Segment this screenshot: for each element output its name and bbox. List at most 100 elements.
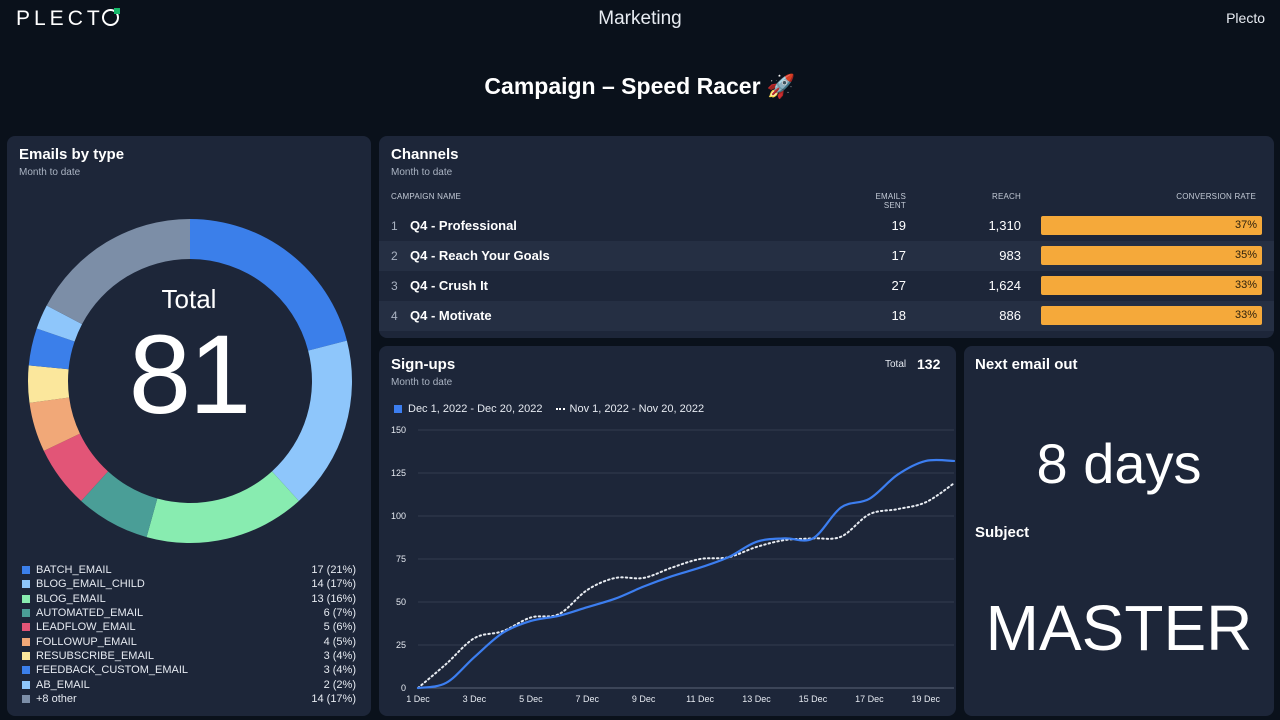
series-line-current-period[interactable] [416, 458, 956, 690]
x-tick-label: 5 Dec [519, 694, 543, 704]
legend-label: +8 other [36, 692, 77, 705]
legend-swatch-current [394, 405, 402, 413]
legend-swatch [22, 566, 30, 575]
donut-slice-resubscribe-email[interactable] [27, 365, 70, 403]
conversion-rate-value: 35% [1234, 249, 1257, 261]
column-header-campaign[interactable]: CAMPAIGN NAME [391, 192, 462, 201]
next-email-value: 8 days [1036, 432, 1202, 495]
legend-previous-period[interactable]: Nov 1, 2022 - Nov 20, 2022 [569, 403, 705, 415]
emails-donut-chart [27, 219, 352, 543]
column-header-reach[interactable]: REACH [991, 192, 1021, 201]
subject-value: MASTER [985, 592, 1253, 664]
legend-label: RESUBSCRIBE_EMAIL [36, 649, 154, 662]
user-name[interactable]: Plecto [1226, 10, 1265, 26]
emails-legend: BATCH_EMAIL 17 (21%) BLOG_EMAIL_CHILD 14 (1… [22, 563, 356, 706]
row-index: 2 [391, 249, 398, 263]
legend-swatch [22, 680, 30, 689]
column-header-conversion-rate[interactable]: CONVERSION RATE [1176, 192, 1256, 201]
legend-value: 14 (17%) [311, 692, 356, 705]
channels-widget: Channels Month to date CAMPAIGN NAME EMA… [379, 136, 1274, 338]
donut-slice-automated-email[interactable] [81, 471, 158, 538]
legend-swatch [22, 694, 30, 703]
legend-item[interactable]: FOLLOWUP_EMAIL 4 (5%) [22, 634, 356, 648]
conversion-rate-bar: 33% [1041, 306, 1262, 325]
emails-sent-value: 18 [891, 308, 906, 323]
dashboard-title: Campaign – Speed Racer 🚀 [484, 73, 796, 99]
signups-widget: 0 25 50 75 100 125 150 1 Dec 3 Dec 5 Dec 7 Dec 9 De… [379, 346, 956, 716]
logo-o-mark [101, 8, 120, 26]
legend-value: 5 (6%) [323, 621, 356, 634]
donut-total-value: 81 [128, 312, 252, 437]
emails-sent-value: 19 [891, 218, 906, 233]
donut-slice-feedback-custom-email[interactable] [28, 328, 75, 370]
subject-label: Subject [975, 524, 1030, 541]
table-row[interactable]: 3 Q4 - Crush It 27 1,624 33% [379, 271, 1274, 301]
conversion-rate-bar: 33% [1041, 276, 1262, 295]
legend-label: BATCH_EMAIL [36, 564, 112, 577]
emails-sent-value: 17 [891, 248, 906, 263]
donut-slice-followup-email[interactable] [29, 397, 80, 451]
legend-value: 14 (17%) [311, 578, 356, 591]
conversion-rate-value: 37% [1234, 219, 1257, 231]
donut-slice-batch-email[interactable] [190, 219, 347, 351]
widget-title: Channels [391, 146, 459, 163]
widget-subtitle: Month to date [19, 167, 81, 178]
donut-total-label: Total [161, 284, 217, 314]
legend-swatch [22, 651, 30, 660]
legend-label: FOLLOWUP_EMAIL [36, 635, 137, 648]
legend-label: AUTOMATED_EMAIL [36, 607, 144, 620]
x-tick-label: 17 Dec [855, 694, 884, 704]
signups-line-chart: 0 25 50 75 100 125 150 1 Dec 3 Dec 5 Dec 7 Dec 9 De… [391, 425, 956, 704]
total-value: 132 [917, 356, 941, 372]
legend-item[interactable]: BATCH_EMAIL 17 (21%) [22, 563, 356, 577]
x-tick-label: 3 Dec [463, 694, 487, 704]
conversion-rate-bar: 35% [1041, 246, 1262, 265]
reach-value: 886 [999, 308, 1021, 323]
y-tick-label: 0 [401, 683, 406, 693]
donut-slice-8-other[interactable] [46, 219, 191, 325]
widget-subtitle: Month to date [391, 377, 453, 388]
x-tick-label: 1 Dec [406, 694, 430, 704]
chart-legend: Dec 1, 2022 - Dec 20, 2022 Nov 1, 2022 -… [394, 403, 704, 415]
legend-label: BLOG_EMAIL_CHILD [36, 578, 145, 591]
table-row[interactable]: 4 Q4 - Motivate 18 886 33% [379, 301, 1274, 331]
legend-item[interactable]: RESUBSCRIBE_EMAIL 3 (4%) [22, 649, 356, 663]
campaign-name: Q4 - Reach Your Goals [410, 248, 550, 263]
legend-item[interactable]: AB_EMAIL 2 (2%) [22, 677, 356, 691]
legend-item[interactable]: AUTOMATED_EMAIL 6 (7%) [22, 606, 356, 620]
next-email-widget: Next email out 8 days Subject MASTER [964, 346, 1274, 716]
legend-current-period[interactable]: Dec 1, 2022 - Dec 20, 2022 [408, 403, 543, 415]
legend-item[interactable]: FEEDBACK_CUSTOM_EMAIL 3 (4%) [22, 663, 356, 677]
legend-item[interactable]: BLOG_EMAIL 13 (16%) [22, 592, 356, 606]
row-index: 1 [391, 219, 398, 233]
legend-swatch [22, 609, 30, 618]
campaign-name: Q4 - Professional [410, 218, 517, 233]
legend-value: 3 (4%) [323, 664, 356, 677]
donut-slice-leadflow-email[interactable] [43, 433, 109, 501]
legend-value: 17 (21%) [311, 564, 356, 577]
plecto-logo[interactable]: PLECT [16, 7, 120, 31]
legend-item[interactable]: +8 other 14 (17%) [22, 692, 356, 706]
legend-item[interactable]: LEADFLOW_EMAIL 5 (6%) [22, 620, 356, 634]
donut-slice-blog-email-child[interactable] [271, 340, 352, 501]
legend-item[interactable]: BLOG_EMAIL_CHILD 14 (17%) [22, 577, 356, 591]
legend-swatch [22, 580, 30, 589]
row-index: 4 [391, 309, 398, 323]
row-index: 3 [391, 279, 398, 293]
donut-slice-ab-email[interactable] [36, 305, 83, 342]
reach-value: 1,310 [988, 218, 1021, 233]
series-line-previous-period[interactable] [417, 482, 955, 689]
page-name: Marketing [598, 8, 682, 29]
legend-value: 4 (5%) [323, 635, 356, 648]
table-row[interactable]: 1 Q4 - Professional 19 1,310 37% [379, 211, 1274, 241]
x-tick-label: 19 Dec [912, 694, 941, 704]
donut-slice-blog-email[interactable] [146, 471, 299, 543]
legend-label: LEADFLOW_EMAIL [36, 621, 136, 634]
top-bar: PLECT Marketing Plecto [0, 0, 1280, 40]
table-row[interactable]: 2 Q4 - Reach Your Goals 17 983 35% [379, 241, 1274, 271]
widget-title: Emails by type [19, 146, 125, 163]
legend-value: 3 (4%) [323, 649, 356, 662]
column-header-emails-sent[interactable]: EMAILS SENT [875, 192, 906, 210]
x-tick-label: 11 Dec [686, 694, 714, 704]
legend-label: BLOG_EMAIL [36, 592, 106, 605]
